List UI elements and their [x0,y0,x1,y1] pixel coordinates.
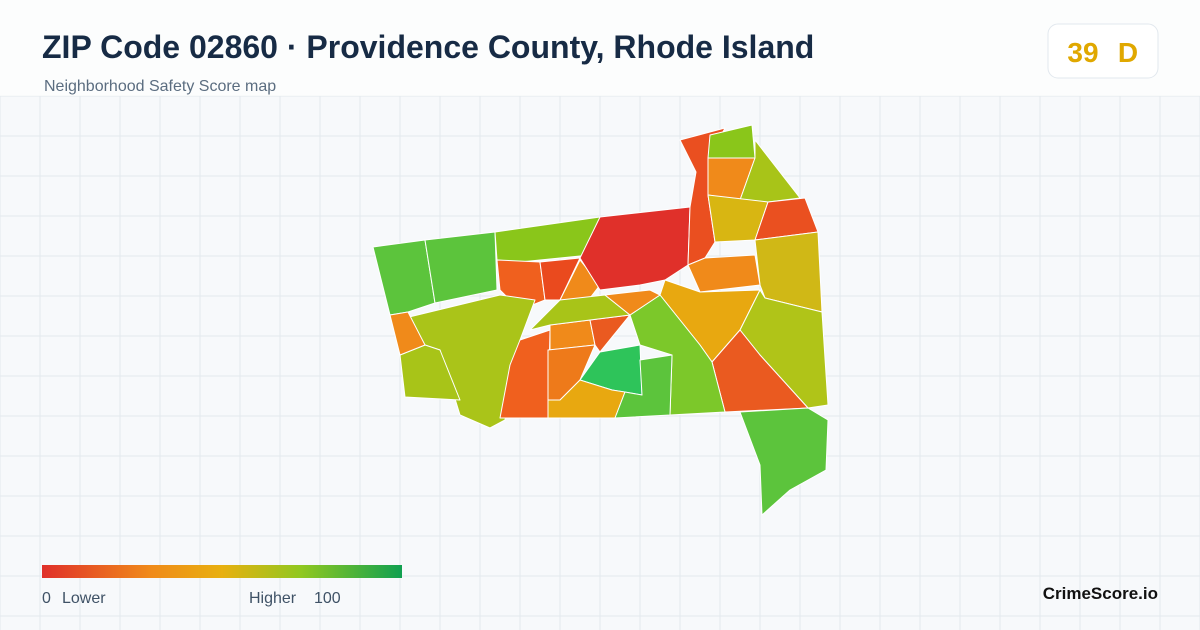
subtitle: Neighborhood Safety Score map [44,78,276,95]
score-grade: D [1118,37,1138,68]
area [579,206,691,291]
header-band [0,0,1200,96]
area [687,254,761,293]
area [372,239,436,316]
title: ZIP Code 02860 · Providence County, Rhod… [42,29,814,65]
legend-min: 0 [42,590,51,607]
area [614,354,673,419]
score-badge [1047,23,1159,79]
score-value: 39 [1067,37,1098,68]
brand: CrimeScore.io [1043,584,1158,603]
legend-scale [42,565,402,578]
grid [0,95,1200,630]
legend-max-label: Higher [249,590,297,607]
area [389,311,426,356]
zip-map [372,124,829,516]
area [604,289,661,316]
area [629,294,726,416]
legend-max: 100 [314,590,341,607]
area [424,231,498,304]
area [499,329,551,419]
area [739,407,829,516]
legend-min-label: Lower [62,590,106,607]
